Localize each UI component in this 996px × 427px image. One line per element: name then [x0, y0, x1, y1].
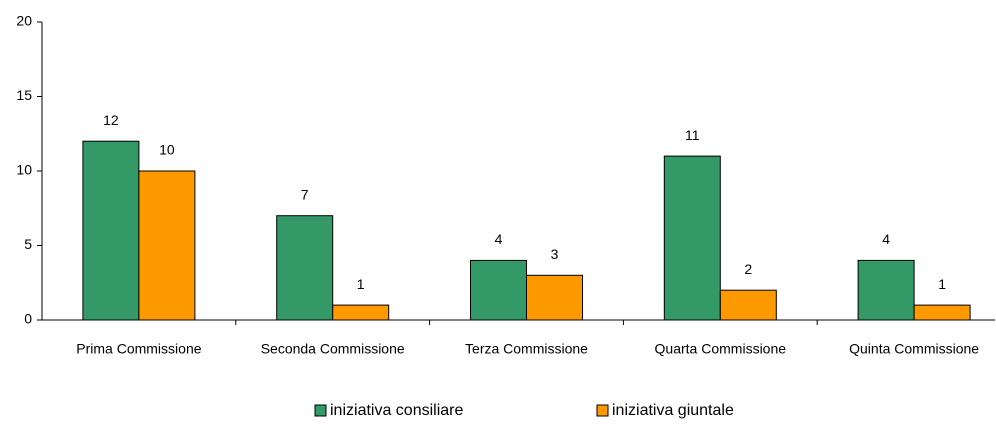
bar — [138, 170, 196, 321]
y-tick-label: 5 — [24, 236, 32, 252]
bar — [857, 259, 915, 321]
x-tick-label: Quarta Commissione — [655, 341, 787, 357]
value-label: 11 — [685, 127, 700, 143]
bar — [663, 155, 721, 321]
y-tick-label: 0 — [24, 311, 32, 327]
value-label: 7 — [301, 186, 309, 202]
bar — [470, 259, 527, 321]
x-tick-label: Quinta Commissione — [849, 341, 979, 357]
value-label: 4 — [882, 231, 890, 247]
bar — [526, 274, 583, 321]
legend-label: iniziativa consiliare — [330, 402, 463, 419]
legend-swatch — [596, 404, 609, 417]
value-label: 3 — [551, 246, 559, 262]
value-label: 1 — [357, 276, 365, 292]
y-tick-label: 20 — [16, 13, 32, 29]
value-label: 2 — [744, 261, 752, 277]
bar — [82, 140, 140, 321]
x-tick-label: Prima Commissione — [76, 341, 201, 357]
bar — [332, 304, 390, 321]
value-label: 10 — [159, 142, 175, 158]
y-tick-label: 10 — [16, 162, 32, 178]
x-tick-label: Seconda Commissione — [261, 341, 405, 357]
bar — [719, 289, 777, 321]
value-label: 12 — [103, 112, 119, 128]
y-tick-label: 15 — [16, 87, 32, 103]
legend-swatch — [314, 404, 327, 417]
bar — [276, 215, 334, 321]
bar — [913, 304, 971, 321]
legend-label: iniziativa giuntale — [612, 402, 734, 419]
value-label: 1 — [938, 276, 946, 292]
value-label: 4 — [495, 231, 503, 247]
x-tick-label: Terza Commissione — [465, 341, 588, 357]
